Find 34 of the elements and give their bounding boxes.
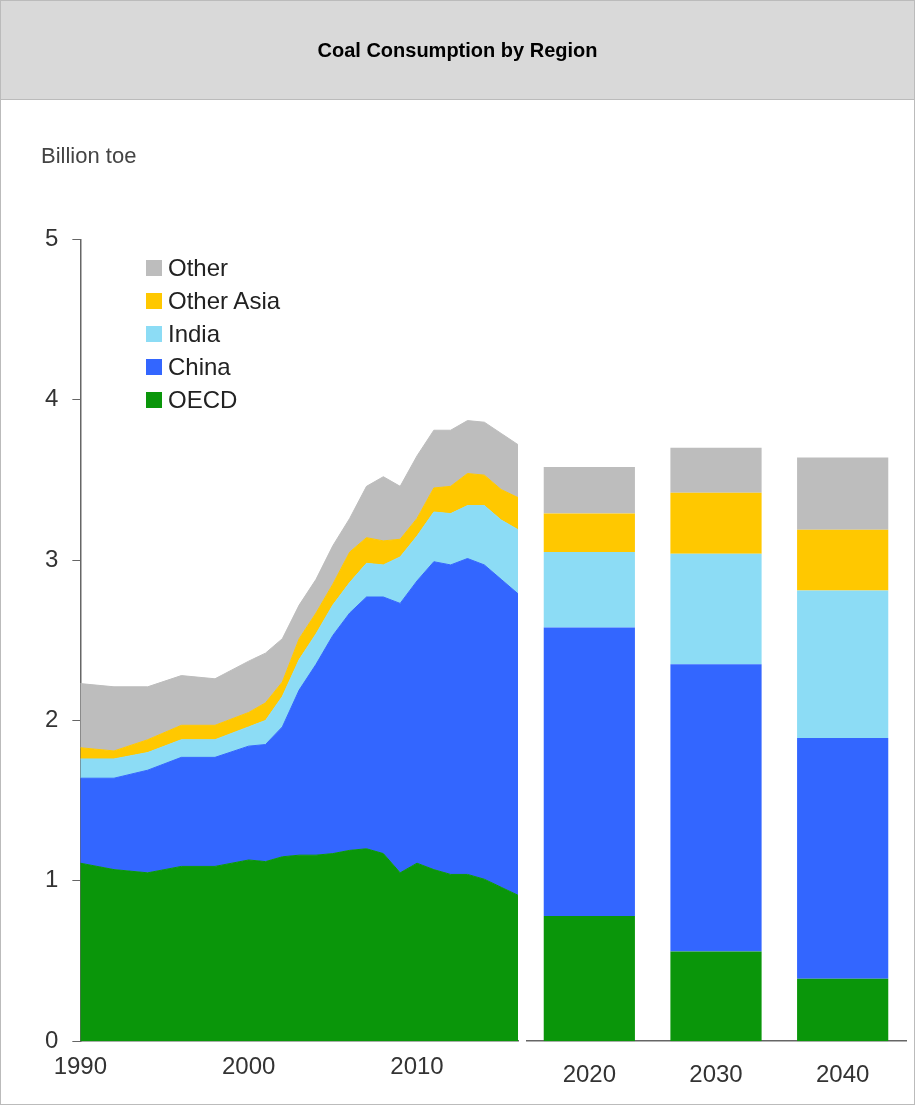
- x-tick-label: 2020: [562, 1060, 617, 1088]
- bar: [670, 664, 762, 952]
- bar: [543, 627, 635, 917]
- y-axis-title: Billion toe: [41, 143, 137, 169]
- y-tick-label: 1: [44, 865, 59, 893]
- x-tick-label: 1990: [53, 1052, 108, 1080]
- y-tick-label: 5: [44, 224, 59, 252]
- y-tick-label: 4: [44, 384, 59, 412]
- bar: [670, 447, 762, 493]
- legend-label: India: [168, 319, 221, 349]
- legend-label: Other Asia: [168, 286, 281, 316]
- x-tick-label: 2010: [390, 1052, 444, 1080]
- y-tick-label: 2: [44, 705, 59, 733]
- bar: [797, 978, 889, 1042]
- legend-label: OECD: [168, 385, 238, 415]
- y-tick-label: 3: [44, 544, 59, 572]
- bar: [797, 738, 889, 979]
- chart-title: Coal Consumption by Region: [1, 1, 914, 100]
- bar: [543, 467, 635, 514]
- bar: [670, 492, 762, 554]
- y-tick-label: 0: [44, 1025, 59, 1053]
- bar: [797, 529, 889, 591]
- bar: [670, 553, 762, 665]
- bar: [543, 916, 635, 1042]
- bar: [670, 951, 762, 1042]
- x-tick-label: 2000: [221, 1052, 276, 1080]
- bar: [543, 552, 635, 628]
- x-tick-label: 2030: [689, 1060, 743, 1088]
- bar: [797, 590, 889, 739]
- legend-label: China: [168, 352, 231, 382]
- legend-label: Other: [168, 253, 229, 283]
- bar: [797, 457, 889, 530]
- bar: [543, 513, 635, 553]
- x-tick-label: 2040: [815, 1060, 870, 1088]
